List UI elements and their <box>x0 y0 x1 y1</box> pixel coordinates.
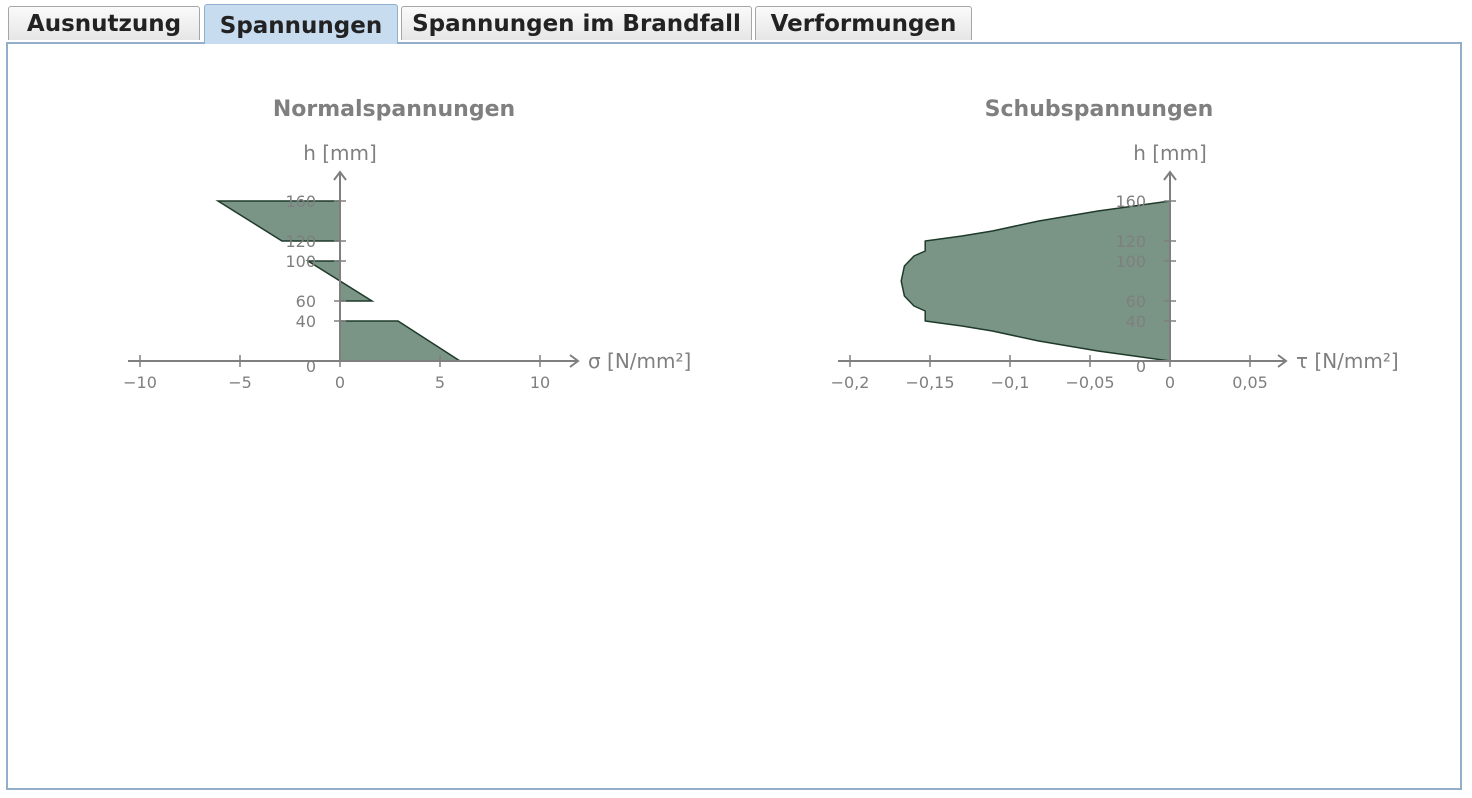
shear-y-tick-label: 40 <box>1126 312 1146 331</box>
normal-x-tick-label: 0 <box>335 373 345 392</box>
normal-x-tick-label: 5 <box>435 373 445 392</box>
shear-y-tick-label: 120 <box>1115 232 1146 251</box>
shear-x-tick-label: 0,05 <box>1232 373 1268 392</box>
shear-y-tick-label: 0 <box>1136 357 1146 376</box>
stress-charts: Normalspannungen h [mm] σ [N/mm²] −10 −5 0 5 10… <box>8 44 1460 788</box>
tab-content-panel: Normalspannungen h [mm] σ [N/mm²] −10 −5 0 5 10… <box>6 42 1462 790</box>
normal-y-tick-label: 40 <box>296 312 316 331</box>
tab-ausnutzung[interactable]: Ausnutzung <box>8 6 200 40</box>
shear-chart-title: Schubspannungen <box>985 97 1214 122</box>
shear-x-axis-label: τ [N/mm²] <box>1296 349 1399 373</box>
normal-x-tick-label: −5 <box>228 373 252 392</box>
normal-y-tick-label: 60 <box>296 292 316 311</box>
shear-x-tick-label: −0,1 <box>991 373 1030 392</box>
normal-stress-region <box>340 321 460 361</box>
normal-x-tick-label: 10 <box>530 373 550 392</box>
shear-x-tick-label: −0,2 <box>831 373 870 392</box>
normal-y-tick-label: 100 <box>285 252 316 271</box>
normal-stress-region <box>340 281 372 301</box>
normal-stress-region <box>218 201 340 241</box>
tab-bar: Ausnutzung Spannungen Spannungen im Bran… <box>0 0 1472 44</box>
shear-y-axis-label: h [mm] <box>1133 141 1207 165</box>
tab-verformungen[interactable]: Verformungen <box>755 6 972 40</box>
tab-spannungen[interactable]: Spannungen <box>204 4 398 44</box>
tab-spannungen-im-brandfall[interactable]: Spannungen im Brandfall <box>401 6 752 40</box>
shear-y-tick-label: 160 <box>1115 192 1146 211</box>
shear-x-tick-label: −0,15 <box>905 373 954 392</box>
shear-y-tick-label: 100 <box>1115 252 1146 271</box>
shear-y-tick-label: 60 <box>1126 292 1146 311</box>
normal-y-tick-label: 0 <box>306 357 316 376</box>
normal-x-tick-label: −10 <box>123 373 157 392</box>
normal-y-tick-label: 120 <box>285 232 316 251</box>
shear-shear-profile <box>901 201 1170 361</box>
normal-y-tick-label: 160 <box>285 192 316 211</box>
shear-x-tick-label: 0 <box>1165 373 1175 392</box>
normal-chart-title: Normalspannungen <box>273 97 515 122</box>
normal-y-axis-label: h [mm] <box>303 141 377 165</box>
shear-x-tick-label: −0,05 <box>1065 373 1114 392</box>
normal-x-axis-label: σ [N/mm²] <box>588 349 691 373</box>
